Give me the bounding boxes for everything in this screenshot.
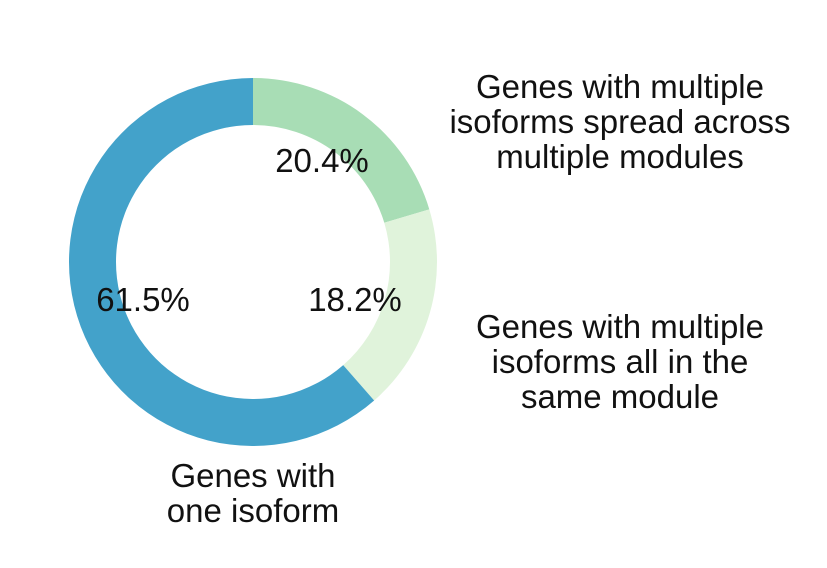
slice-spread-across-modules	[253, 78, 430, 223]
category-label-one-isoform: Genes with one isoform	[167, 457, 339, 529]
category-label-spread-across-modules: Genes with multiple isoforms spread acros…	[449, 68, 790, 175]
value-label-one-isoform: 61.5%	[96, 281, 190, 318]
category-label-line: one isoform	[167, 492, 339, 529]
category-label-line: same module	[521, 378, 719, 415]
donut-slices	[69, 78, 437, 446]
category-label-line: multiple modules	[496, 138, 744, 175]
category-label-line: Genes with multiple	[476, 308, 764, 345]
value-label-spread-across-modules: 20.4%	[275, 142, 369, 179]
category-label-line: isoforms all in the	[492, 343, 749, 380]
category-label-same-module: Genes with multiple isoforms all in the sa…	[476, 308, 764, 415]
slice-same-module	[343, 209, 437, 401]
value-label-same-module: 18.2%	[308, 281, 402, 318]
slice-one-isoform	[69, 78, 375, 446]
slice-category-labels: Genes with multiple isoforms spread acros…	[167, 68, 791, 529]
category-label-line: Genes with	[170, 457, 335, 494]
category-label-line: isoforms spread across	[449, 103, 790, 140]
category-label-line: Genes with multiple	[476, 68, 764, 105]
slice-value-labels: 20.4% 18.2% 61.5%	[96, 142, 402, 318]
